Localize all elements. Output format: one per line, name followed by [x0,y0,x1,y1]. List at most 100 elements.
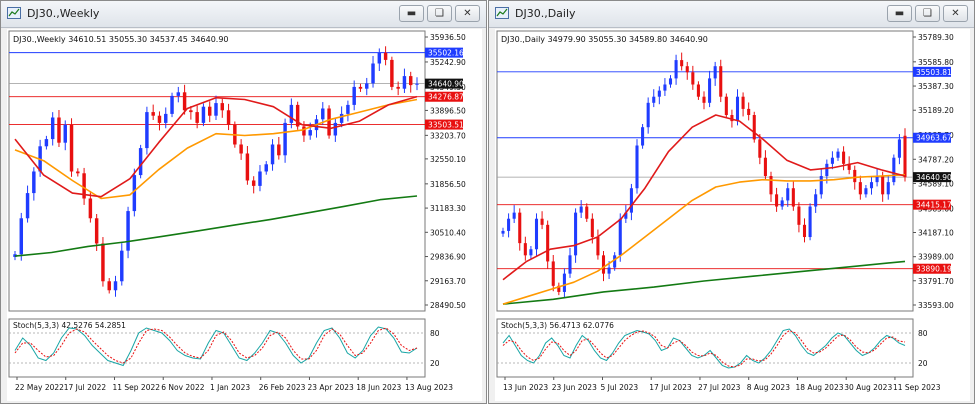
price-label-box [913,172,951,183]
bull-candle [607,267,611,274]
x-tick-label: 8 Aug 2023 [747,383,790,392]
y-tick-label: 33896.50 [430,106,466,115]
bear-candle [691,72,695,85]
y-tick-label: 28490.50 [430,301,466,310]
bull-candle [507,218,511,231]
bear-candle [791,188,795,207]
bull-candle [635,145,639,189]
window-title: DJ30.,Daily [515,7,576,20]
bear-candle [853,169,857,183]
y-tick-label: 34187.10 [918,229,954,238]
bull-candle [19,218,24,255]
bull-candle [652,96,656,103]
weekly-price-chart[interactable]: DJ30.,Weekly 34610.51 35055.30 34537.45 … [7,29,482,401]
y-tick-label: 35936.50 [430,33,466,42]
bull-candle [164,113,168,123]
bull-candle [562,273,566,292]
close-button[interactable]: ✕ [943,5,968,22]
y-tick-label: 31856.50 [430,180,466,189]
bear-candle [101,243,105,282]
bear-candle [842,151,846,164]
y-tick-label: 30510.40 [430,228,466,237]
restore-button[interactable]: ❏ [915,5,940,22]
bull-candle [321,108,325,120]
bear-candle [189,110,193,113]
close-button[interactable]: ✕ [455,5,480,22]
y-tick-label: 35387.30 [918,82,954,91]
x-tick-label: 13 Jun 2023 [503,383,548,392]
ma-fast-line [502,114,906,281]
title-bar[interactable]: DJ30.,Weekly ▬ ❏ ✕ [1,1,486,28]
ma-slow-line [502,174,906,305]
bear-candle [207,106,212,116]
bull-candle [825,163,829,177]
title-bar[interactable]: DJ30.,Daily ▬ ❏ ✕ [489,1,974,28]
daily-chart-window[interactable]: DJ30.,Daily ▬ ❏ ✕ DJ30.,Daily 34979.90 3… [488,0,975,404]
x-tick-label: 18 Aug 2023 [795,383,843,392]
bull-candle [145,112,149,149]
ma-fast-line [14,95,418,198]
bull-candle [63,124,67,143]
x-tick-label: 30 Aug 2023 [844,383,892,392]
ma-slow-line [14,98,418,200]
y-tick-label: 29836.90 [430,253,466,262]
bull-candle [713,66,717,79]
stoch-k-line [14,326,418,367]
minimize-button[interactable]: ▬ [887,5,912,22]
bull-candle [289,104,294,123]
bull-candle [120,250,124,282]
bull-candle [875,176,879,183]
x-tick-label: 1 Jan 2023 [210,383,250,392]
bear-candle [546,224,550,262]
x-tick-label: 5 Jul 2023 [600,383,638,392]
bear-candle [69,124,74,172]
restore-icon: ❏ [435,8,444,19]
bull-candle [869,182,874,189]
bear-candle [797,206,801,225]
bull-candle [346,104,350,114]
bull-candle [819,176,823,195]
daily-price-chart[interactable]: DJ30.,Daily 34979.90 35055.30 34589.80 3… [495,29,970,401]
bear-candle [802,224,807,238]
y-tick-label: 33203.70 [430,131,466,140]
price-label: 33890.19 [916,265,952,274]
bull-candle [668,78,673,85]
bull-candle [377,52,382,64]
bull-candle [618,218,622,256]
stoch-d-line [14,327,418,364]
bear-candle [903,135,907,178]
bear-candle [702,96,706,103]
bear-candle [724,96,728,116]
weekly-chart-window[interactable]: DJ30.,Weekly ▬ ❏ ✕ DJ30.,Weekly 34610.51… [0,0,487,404]
bull-candle [814,194,818,207]
bear-candle [226,110,231,125]
bull-candle [574,212,578,256]
bear-candle [295,104,300,127]
bull-candle [365,83,369,89]
x-tick-label: 13 Aug 2023 [405,383,453,392]
chart-background [7,29,482,401]
bull-candle [283,122,287,156]
close-icon: ✕ [951,8,960,19]
bull-candle [568,255,572,274]
bear-candle [551,261,555,286]
bull-candle [708,78,712,103]
price-pane-frame [8,30,426,312]
bear-candle [601,255,606,274]
bear-candle [76,171,80,174]
restore-icon: ❏ [923,8,932,19]
bear-candle [741,96,745,109]
minimize-button[interactable]: ▬ [399,5,424,22]
bear-candle [685,66,689,73]
y-tick-label: 31183.30 [430,204,466,213]
chart-header: DJ30.,Daily 34979.90 35055.30 34589.80 3… [501,35,708,44]
bear-candle [107,281,111,291]
price-label-box [913,199,951,210]
restore-button[interactable]: ❏ [427,5,452,22]
stoch-pane-frame [496,318,914,378]
bear-candle [590,218,594,238]
bull-candle [663,84,667,91]
x-tick-label: 17 Jul 2022 [64,383,107,392]
bull-candle [629,188,633,213]
bear-candle [390,59,394,87]
